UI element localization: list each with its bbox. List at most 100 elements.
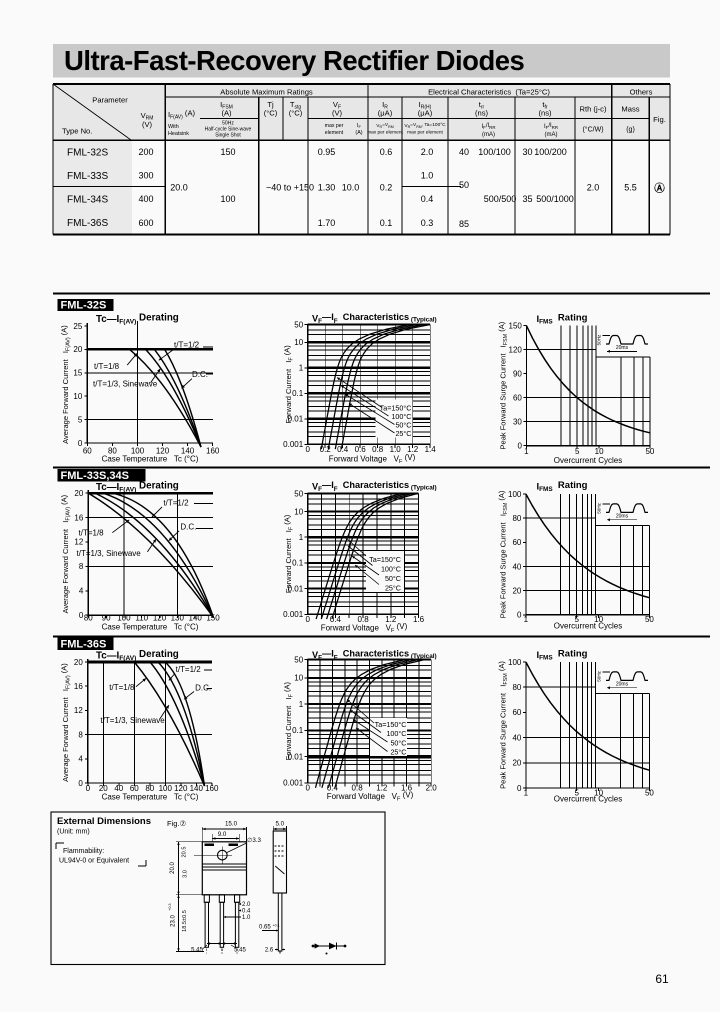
svg-text:0: 0	[517, 784, 522, 793]
svg-text:(°C): (°C)	[289, 109, 303, 118]
svg-text:Average Forward Current IF(A: Average Forward Current IF(AV) (A)	[60, 494, 72, 613]
svg-text:(μA): (μA)	[378, 109, 393, 118]
svg-text:0.01: 0.01	[288, 415, 304, 424]
svg-text:t/T=1/3, Sinewave: t/T=1/3, Sinewave	[93, 380, 158, 389]
svg-text:100°C: 100°C	[386, 729, 406, 738]
svg-text:10: 10	[294, 507, 303, 516]
svg-text:Fig.: Fig.	[653, 115, 666, 124]
svg-text:0.4: 0.4	[330, 615, 342, 624]
svg-text:120: 120	[174, 784, 188, 793]
svg-text:0.1: 0.1	[292, 726, 304, 735]
svg-text:40: 40	[459, 147, 469, 157]
svg-text:40: 40	[512, 733, 521, 742]
svg-text:IF/IRR: IF/IRR	[544, 123, 558, 130]
svg-text:FML-33S: FML-33S	[67, 171, 108, 182]
svg-text:IF: IF	[357, 123, 362, 129]
svg-text:Overcurrent Cycles: Overcurrent Cycles	[554, 456, 622, 465]
svg-text:140: 140	[190, 784, 204, 793]
svg-text:5.45: 5.45	[191, 948, 203, 954]
svg-text:0.3: 0.3	[421, 218, 434, 228]
svg-text:100: 100	[508, 490, 522, 499]
svg-text:100/100: 100/100	[478, 147, 511, 157]
svg-text:0: 0	[517, 611, 522, 620]
svg-text:(ns): (ns)	[475, 109, 489, 118]
svg-text:1.30: 1.30	[318, 183, 336, 193]
svg-text:Fig.⑦: Fig.⑦	[167, 819, 187, 828]
svg-text:150: 150	[206, 614, 220, 623]
svg-text:90: 90	[102, 614, 111, 623]
svg-text:0.1: 0.1	[292, 559, 304, 568]
svg-text:D.C.: D.C.	[180, 523, 196, 532]
svg-text:Ta=150°C: Ta=150°C	[380, 404, 412, 413]
svg-text:0: 0	[79, 611, 84, 620]
svg-text:61: 61	[655, 972, 669, 986]
svg-text:FML-36S: FML-36S	[67, 218, 108, 229]
svg-text:0: 0	[517, 442, 522, 451]
svg-text:5: 5	[574, 615, 579, 624]
svg-text:Forward Voltage VF (V): Forward Voltage VF (V)	[329, 453, 416, 465]
svg-text:(V): (V)	[332, 109, 343, 118]
svg-text:Type No.: Type No.	[62, 127, 92, 136]
svg-text:UL94V-0 or Equivalent: UL94V-0 or Equivalent	[59, 858, 129, 865]
svg-text:120: 120	[153, 614, 167, 623]
svg-text:0: 0	[305, 784, 310, 793]
svg-text:+0.3: +0.3	[168, 903, 172, 910]
svg-text:Ⓐ: Ⓐ	[654, 182, 665, 195]
svg-text:(°C): (°C)	[264, 109, 278, 118]
svg-text:1: 1	[524, 789, 529, 798]
svg-text:External Dimensions: External Dimensions	[57, 816, 151, 827]
svg-text:VR=VRM: VR=VRM	[376, 122, 393, 129]
svg-text:IR: IR	[382, 100, 388, 111]
svg-text:Others: Others	[630, 88, 653, 97]
svg-text:50Hz: 50Hz	[222, 121, 234, 127]
svg-text:Parameter: Parameter	[92, 96, 128, 105]
svg-text:30: 30	[522, 147, 532, 157]
svg-text:500/500: 500/500	[484, 194, 517, 204]
svg-text:1.4: 1.4	[425, 445, 437, 454]
svg-text:5.45: 5.45	[234, 948, 246, 954]
svg-text:0.1: 0.1	[292, 389, 304, 398]
svg-text:t/T=1/8: t/T=1/8	[79, 529, 105, 538]
svg-text:0: 0	[86, 784, 91, 793]
svg-text:10: 10	[594, 615, 603, 624]
svg-text:(μA): (μA)	[418, 109, 433, 118]
svg-text:80: 80	[108, 447, 117, 456]
svg-text:FML-33S,34S: FML-33S,34S	[61, 470, 129, 482]
svg-text:50: 50	[294, 489, 303, 498]
svg-text:element: element	[325, 130, 344, 136]
svg-text:VF—IF Characteristics (Typica: VF—IF Characteristics (Typical)	[312, 648, 437, 661]
svg-text:20: 20	[73, 345, 82, 354]
svg-text:90: 90	[513, 369, 522, 378]
svg-text:tfr: tfr	[542, 100, 548, 111]
svg-text:1: 1	[524, 615, 529, 624]
svg-text:VF—IF Characteristics (Typica: VF—IF Characteristics (Typical)	[312, 312, 437, 325]
svg-text:5.0: 5.0	[275, 821, 284, 828]
svg-text:60: 60	[513, 394, 522, 403]
svg-text:0.4: 0.4	[337, 445, 349, 454]
svg-text:Overcurrent Cycles: Overcurrent Cycles	[554, 795, 622, 804]
svg-text:500/1000: 500/1000	[536, 194, 574, 204]
svg-text:D.C.: D.C.	[195, 684, 211, 693]
svg-text:23.0: 23.0	[171, 915, 177, 927]
svg-text:(ns): (ns)	[538, 109, 552, 118]
svg-text:1.6: 1.6	[413, 615, 425, 624]
svg-text:0.4: 0.4	[242, 909, 251, 915]
svg-text:0.65: 0.65	[259, 925, 271, 931]
svg-text:80: 80	[145, 784, 154, 793]
svg-text:1.2: 1.2	[407, 445, 419, 454]
svg-text:100: 100	[117, 614, 131, 623]
svg-text:FML-32S: FML-32S	[61, 300, 107, 312]
svg-text:40: 40	[512, 562, 521, 571]
svg-text:100°C: 100°C	[381, 565, 401, 574]
svg-text:10: 10	[595, 447, 604, 456]
svg-text:max per element: max per element	[407, 130, 443, 136]
svg-text:1: 1	[299, 700, 304, 709]
svg-text:(mA): (mA)	[545, 132, 558, 138]
svg-text:100: 100	[159, 784, 173, 793]
svg-text:0.8: 0.8	[358, 615, 370, 624]
svg-text:(V): (V)	[142, 120, 153, 129]
svg-text:200: 200	[138, 147, 153, 157]
svg-text:25°C: 25°C	[385, 584, 401, 593]
svg-text:FML-32S: FML-32S	[67, 147, 108, 158]
svg-text:0.1: 0.1	[380, 218, 393, 228]
